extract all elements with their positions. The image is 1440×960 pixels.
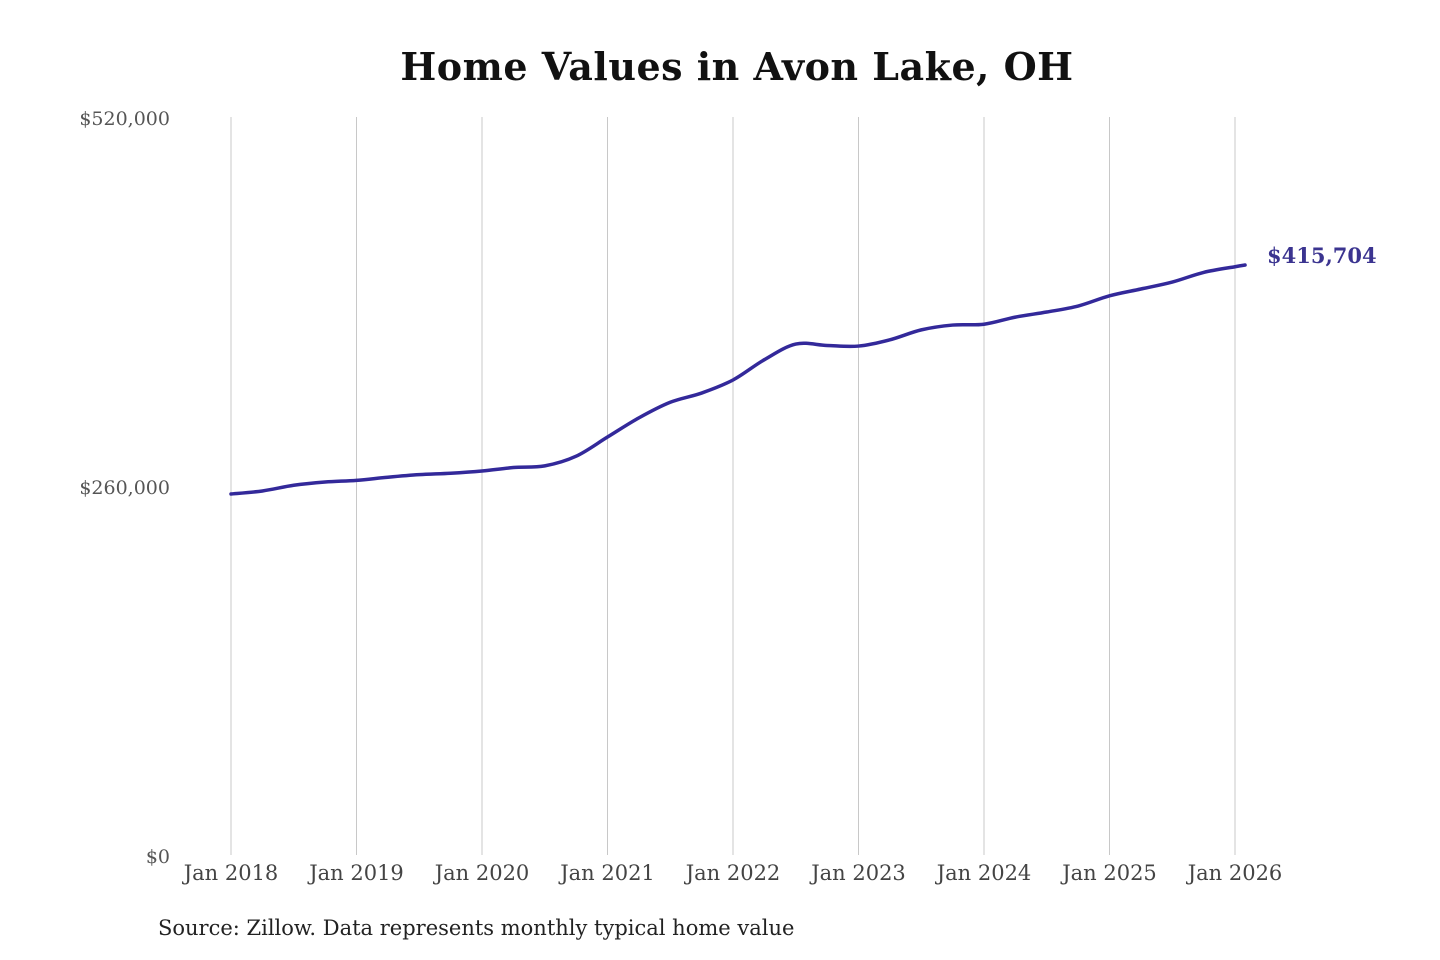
x-tick-label: Jan 2020 [433, 861, 530, 885]
y-tick-label: $0 [146, 846, 170, 868]
x-tick-label: Jan 2021 [558, 861, 655, 885]
chart-title: Home Values in Avon Lake, OH [400, 44, 1074, 89]
x-tick-label: Jan 2022 [684, 861, 781, 885]
y-tick-label: $260,000 [79, 477, 170, 499]
x-tick-label: Jan 2025 [1060, 861, 1157, 885]
series-line [229, 263, 1247, 496]
x-tick-label: Jan 2019 [307, 861, 404, 885]
x-tick-label: Jan 2023 [809, 861, 906, 885]
x-tick-label: Jan 2018 [182, 861, 279, 885]
end-value-label: $415,704 [1267, 243, 1377, 268]
source-note: Source: Zillow. Data represents monthly … [158, 916, 795, 940]
y-tick-label: $520,000 [79, 108, 170, 130]
x-tick-label: Jan 2024 [935, 861, 1032, 885]
x-tick-label: Jan 2026 [1186, 861, 1283, 885]
